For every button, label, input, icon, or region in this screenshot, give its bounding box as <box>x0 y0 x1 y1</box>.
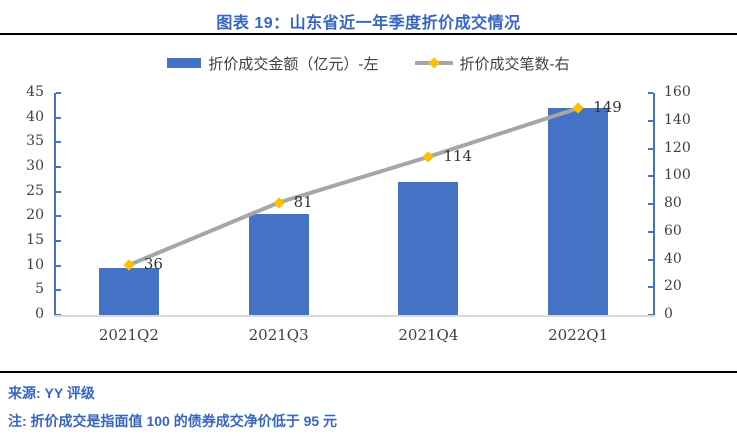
x-axis-line <box>54 315 655 317</box>
right-axis-tick <box>648 203 653 205</box>
left-axis-tick <box>56 215 61 218</box>
chart-legend: 折价成交金额（亿元）-左 折价成交笔数-右 <box>0 52 737 74</box>
bar-series-swatch-icon <box>167 58 202 68</box>
right-axis-tick-label: 80 <box>664 195 682 211</box>
left-axis-tick-label: 5 <box>35 281 44 298</box>
right-axis-line <box>653 93 655 317</box>
line-data-label: 114 <box>443 146 473 165</box>
right-axis-tick <box>648 258 653 261</box>
legend-label: 折价成交笔数-右 <box>459 54 570 73</box>
line-data-label: 149 <box>593 98 622 117</box>
right-axis-tick <box>648 230 653 233</box>
left-axis-tick-label: 10 <box>26 256 44 273</box>
left-axis-tick <box>56 92 61 94</box>
left-axis-tick <box>56 240 61 242</box>
left-axis-tick-label: 0 <box>35 306 44 322</box>
left-axis-tick <box>56 166 61 168</box>
x-axis-label: 2022Q1 <box>548 326 609 344</box>
left-axis-tick-label: 30 <box>26 158 44 174</box>
x-axis-label: 2021Q4 <box>398 326 459 344</box>
right-axis-tick-label: 100 <box>664 167 691 184</box>
right-axis-tick-label: 20 <box>664 278 682 295</box>
bar <box>98 267 159 315</box>
left-axis-tick <box>56 289 61 292</box>
left-axis-tick <box>56 190 61 193</box>
left-axis-tick-label: 35 <box>26 133 44 150</box>
x-axis-label: 2021Q2 <box>98 326 159 344</box>
line-data-label: 81 <box>293 192 313 211</box>
right-axis-tick <box>648 175 653 178</box>
line-data-label: 36 <box>143 255 163 274</box>
left-axis-tick <box>56 116 61 119</box>
legend-item-line-series: 折价成交笔数-右 <box>414 53 570 74</box>
right-axis-tick-label: 60 <box>664 222 682 239</box>
left-axis-tick-label: 45 <box>26 84 44 100</box>
right-axis-tick-label: 40 <box>664 250 682 267</box>
right-axis-tick <box>648 286 653 289</box>
footer-divider <box>0 371 737 373</box>
left-axis-tick-label: 20 <box>26 207 44 224</box>
left-axis-tick <box>56 264 61 267</box>
bar <box>548 107 609 315</box>
line-series-swatch-icon <box>414 57 453 69</box>
right-axis-tick <box>648 92 653 94</box>
right-axis-tick-label: 140 <box>664 111 691 128</box>
x-axis-label: 2021Q3 <box>248 326 309 344</box>
left-axis-tick-label: 40 <box>26 108 44 125</box>
right-axis-tick <box>648 147 653 150</box>
bar <box>398 181 459 315</box>
definition-note: 注: 折价成交是指面值 100 的债券成交净价低于 95 元 <box>8 413 338 429</box>
right-axis-tick <box>648 119 653 122</box>
chart-title: 图表 19：山东省近一年季度折价成交情况 <box>216 15 521 32</box>
legend-item-bar-series: 折价成交金额（亿元）-左 <box>167 53 379 74</box>
left-axis-tick-label: 15 <box>26 232 44 248</box>
left-axis-line <box>54 93 56 317</box>
legend-label: 折价成交金额（亿元）-左 <box>208 54 379 73</box>
left-axis-tick <box>56 141 61 144</box>
right-axis-tick-label: 120 <box>664 139 691 156</box>
bar <box>248 213 309 315</box>
header-divider <box>0 33 737 35</box>
left-axis-tick-label: 25 <box>26 182 44 199</box>
source-note: 来源: YY 评级 <box>8 385 95 401</box>
right-axis-tick-label: 160 <box>664 84 691 100</box>
right-axis-tick-label: 0 <box>664 306 673 322</box>
